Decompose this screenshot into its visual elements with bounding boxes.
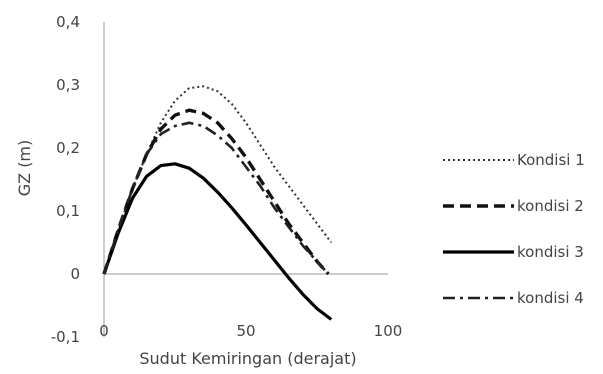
y-axis-title: GZ (m) <box>15 140 34 197</box>
legend-label-2: kondisi 2 <box>517 197 584 215</box>
legend-label-1: Kondisi 1 <box>517 151 585 169</box>
y-tick-label: 0,2 <box>56 139 80 157</box>
x-tick-label: 0 <box>99 322 109 340</box>
y-tick-label: 0,4 <box>56 13 80 31</box>
series-line-2 <box>102 108 330 276</box>
plot-area <box>103 22 388 337</box>
y-tick-label: 0,1 <box>56 202 80 220</box>
y-tick-label: 0 <box>70 265 80 283</box>
x-tick-labels: 0 50 100 <box>99 322 402 340</box>
y-tick-labels: -0,1 0 0,1 0,2 0,3 0,4 <box>51 13 80 346</box>
x-tick-label: 100 <box>374 322 403 340</box>
x-axis-title: Sudut Kemiringan (derajat) <box>139 349 356 368</box>
legend: Kondisi 1 kondisi 2 kondisi 3 kondisi 4 <box>443 151 585 307</box>
y-tick-label: -0,1 <box>51 328 80 346</box>
series-line-3 <box>102 162 333 321</box>
series-lines <box>102 85 333 321</box>
x-tick-label: 50 <box>236 322 255 340</box>
legend-label-3: kondisi 3 <box>517 243 584 261</box>
series-line-4 <box>102 121 327 275</box>
legend-label-4: kondisi 4 <box>517 289 584 307</box>
y-tick-label: 0,3 <box>56 76 80 94</box>
series-line-1 <box>103 85 332 275</box>
